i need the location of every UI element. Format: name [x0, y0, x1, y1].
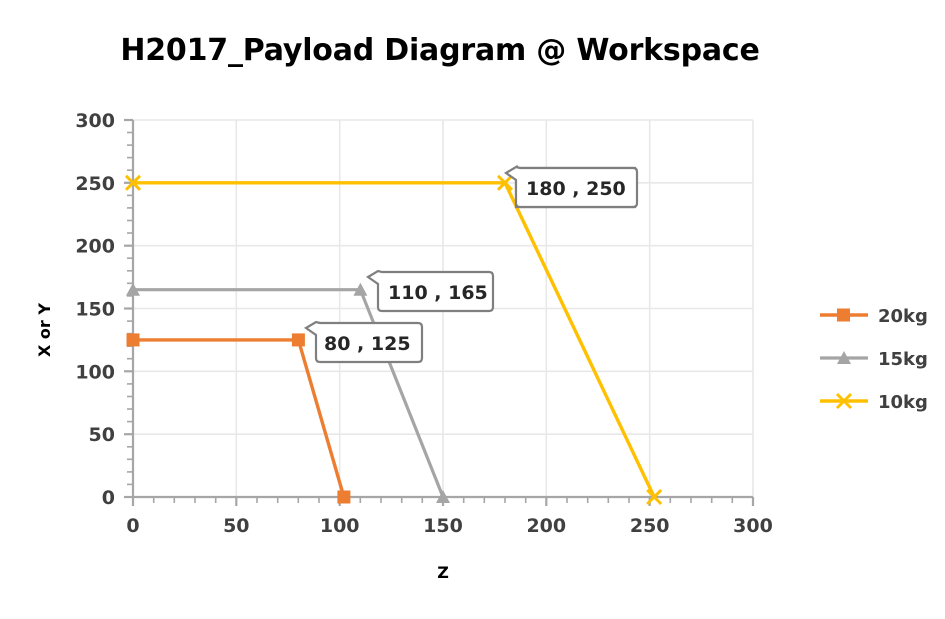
legend-item-15kg[interactable]: 15kg — [820, 349, 928, 370]
x-tick-label: 50 — [223, 515, 249, 537]
x-marker-icon — [835, 392, 853, 410]
x-tick-label: 300 — [733, 515, 773, 537]
y-axis-title: X or Y — [35, 303, 54, 357]
series-20kg-line — [133, 338, 346, 498]
x-tick-label: 150 — [423, 515, 463, 537]
x-tick-label: 250 — [630, 515, 670, 537]
y-tick-label: 0 — [102, 487, 115, 509]
annotation-label: 80 , 125 — [324, 333, 411, 355]
series-15kg-markers — [126, 282, 450, 503]
series-20kg-markers — [126, 333, 351, 504]
annotation-callout-180-250[interactable]: 180 , 250 — [503, 165, 639, 209]
x-axis-tick-labels: 0 50 100 150 200 250 300 — [126, 515, 772, 537]
series-10kg-markers — [124, 174, 663, 506]
legend-label-20kg: 20kg — [878, 306, 928, 327]
series-10kg — [124, 174, 663, 506]
y-tick-label: 100 — [75, 361, 115, 383]
legend-item-10kg[interactable]: 10kg — [820, 392, 928, 413]
legend-label-15kg: 15kg — [878, 349, 928, 370]
annotation-callout-110-165[interactable]: 110 , 165 — [365, 269, 495, 313]
triangle-marker-icon — [837, 351, 851, 364]
y-tick-label: 300 — [75, 110, 115, 132]
legend-item-20kg[interactable]: 20kg — [820, 306, 928, 327]
x-axis-title: Z — [437, 563, 449, 582]
y-tick-label: 150 — [75, 299, 115, 321]
y-tick-label: 200 — [75, 236, 115, 258]
y-tick-label: 250 — [75, 173, 115, 195]
y-tick-label: 50 — [89, 424, 115, 446]
x-tick-label: 200 — [526, 515, 566, 537]
y-axis-tick-labels: 0 50 100 150 200 250 300 — [75, 110, 115, 509]
square-marker-icon — [837, 308, 850, 322]
series-15kg-line — [133, 288, 445, 498]
annotation-callout-80-125[interactable]: 80 , 125 — [303, 320, 424, 364]
legend-label-10kg: 10kg — [878, 392, 928, 413]
annotation-label: 110 , 165 — [388, 282, 488, 304]
annotation-label: 180 , 250 — [526, 178, 626, 200]
series-15kg — [126, 282, 450, 503]
series-20kg — [126, 333, 351, 504]
x-tick-label: 0 — [126, 515, 139, 537]
y-axis — [124, 118, 135, 499]
x-tick-label: 100 — [320, 515, 360, 537]
chart-title: H2017_Payload Diagram @ Workspace — [120, 33, 760, 68]
chart-legend: 20kg 15kg 10kg — [820, 306, 928, 413]
